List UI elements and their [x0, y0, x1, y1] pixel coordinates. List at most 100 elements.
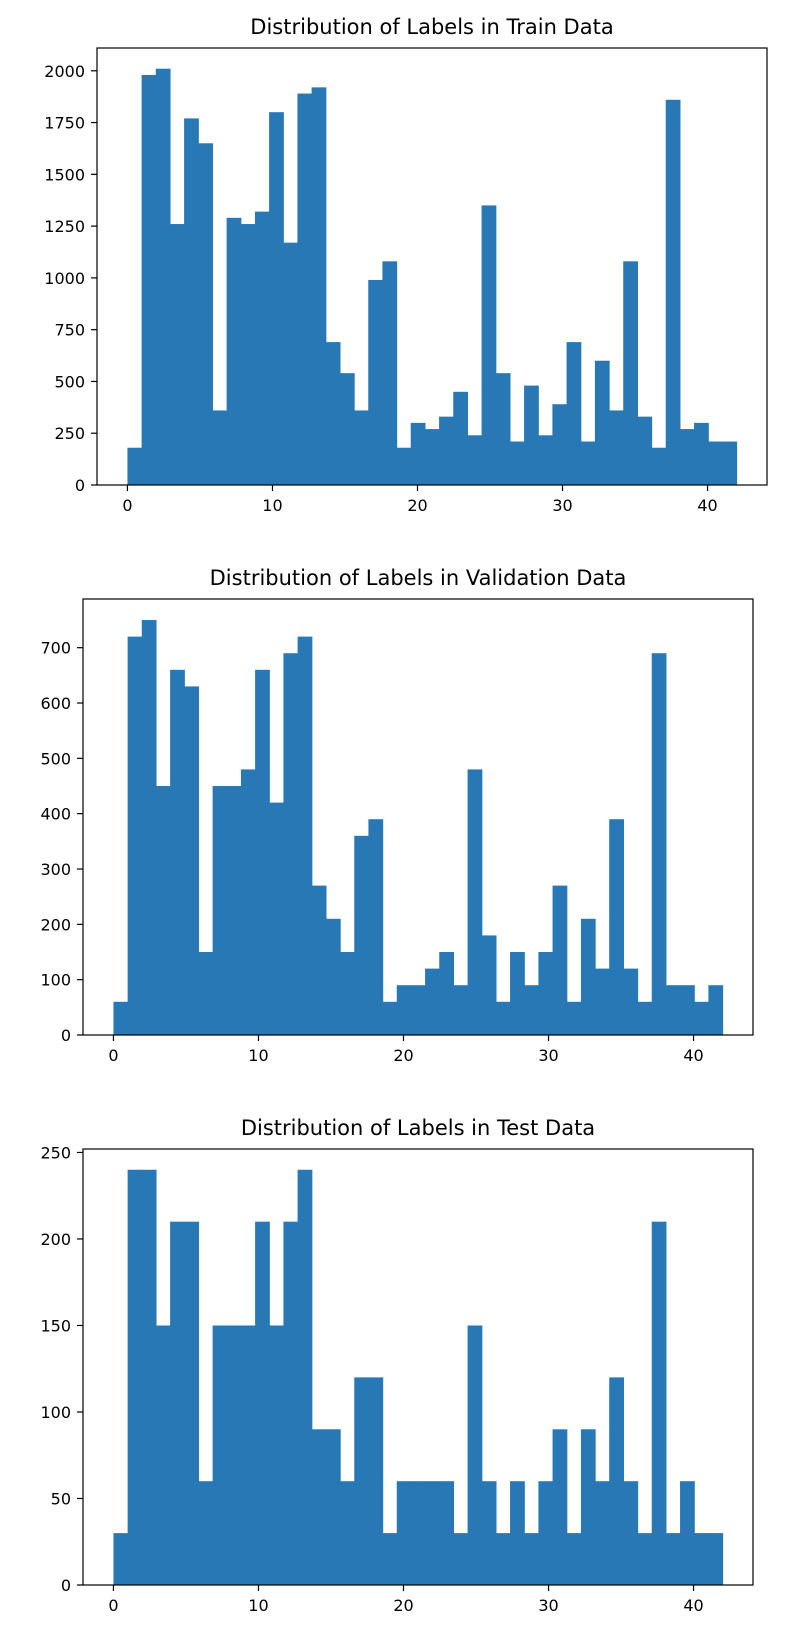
histogram-bar [453, 1533, 469, 1585]
histogram-bar [552, 885, 568, 1035]
histogram-bar [184, 1221, 200, 1585]
histogram-bar [623, 968, 639, 1035]
histogram-bar [510, 1481, 525, 1585]
y-tick-label: 200 [40, 915, 71, 934]
histogram-bar [240, 769, 256, 1035]
histogram-bar [354, 835, 370, 1035]
y-tick-label: 1500 [44, 165, 85, 184]
y-tick-label: 0 [61, 1576, 71, 1595]
histogram-bar [694, 1001, 709, 1035]
histogram-bar [694, 1533, 709, 1585]
histogram-bar [113, 1001, 129, 1035]
plot-frame [96, 47, 768, 486]
chart-panel-1: Distribution of Labels in Train Data 0 10 2… [44, 15, 768, 515]
histogram-bar [609, 1377, 624, 1585]
histogram-bar [170, 1221, 185, 1585]
y-tick-label: 600 [40, 694, 71, 713]
histogram-bar [637, 416, 653, 485]
y-tick-label: 2000 [44, 62, 85, 81]
histogram-bar [283, 653, 299, 1035]
chart-title: Distribution of Labels in Train Data [250, 15, 613, 39]
y-tick-label: 1000 [44, 269, 85, 288]
histogram-bar [538, 1481, 554, 1585]
histogram-bar [679, 429, 695, 485]
histogram-bar [453, 985, 469, 1035]
histogram-bar [410, 1481, 426, 1585]
histogram-bar [255, 669, 270, 1035]
histogram-bar [425, 968, 440, 1035]
histogram-bar [680, 985, 695, 1035]
x-tick-label: 10 [262, 496, 282, 515]
x-tick-label: 10 [248, 1596, 268, 1615]
y-tick-label: 100 [40, 971, 71, 990]
histogram-bar [226, 217, 242, 485]
histogram-bar [212, 1325, 228, 1585]
histogram-bar [637, 1001, 653, 1035]
x-tick-label: 40 [697, 496, 717, 515]
x-tick-label: 40 [683, 1046, 703, 1065]
histogram-bar [594, 360, 610, 485]
histogram-bar [651, 653, 667, 1035]
histogram-bar [198, 143, 214, 485]
histogram-bar [665, 985, 681, 1035]
histogram-bar [552, 404, 568, 485]
histogram-bar [552, 1429, 568, 1585]
histogram-bar [269, 802, 285, 1035]
histogram-bar [495, 1533, 511, 1585]
histogram-bar [495, 373, 511, 485]
x-tick-label: 20 [393, 1596, 413, 1615]
histogram-bar [297, 93, 313, 485]
histogram-bar [467, 435, 483, 485]
histogram-bar [595, 1481, 610, 1585]
histogram-bar [481, 935, 497, 1035]
histogram-bar [297, 636, 313, 1035]
histogram-bar [396, 1481, 412, 1585]
histogram-bar [141, 620, 157, 1035]
histogram-bar [510, 952, 525, 1035]
histogram-bar [226, 786, 242, 1035]
y-tick-label: 100 [40, 1403, 71, 1422]
histogram-bar [424, 429, 440, 485]
histogram-bar [184, 686, 200, 1035]
y-tick-label: 250 [54, 424, 85, 443]
histogram-bar [212, 410, 228, 485]
histogram-bar [495, 1001, 511, 1035]
histogram-bar [708, 441, 723, 485]
plot-frame [82, 1148, 754, 1586]
histogram-bar [637, 1533, 653, 1585]
histogram-bar [169, 224, 185, 486]
histogram-bar [311, 885, 327, 1035]
histogram-bar [439, 1481, 455, 1585]
y-tick-label: 0 [61, 1026, 71, 1045]
histogram-bar [141, 74, 157, 486]
y-tick-label: 1750 [44, 114, 85, 133]
histogram-bar [325, 1429, 341, 1585]
histogram-bar [113, 1533, 129, 1585]
x-tick-label: 40 [683, 1596, 703, 1615]
histogram-bar [396, 985, 412, 1035]
x-tick-label: 30 [538, 1046, 558, 1065]
histogram-bar [595, 968, 610, 1035]
histogram-bar [396, 447, 412, 485]
histogram-bar [580, 441, 596, 485]
y-tick-label: 150 [40, 1316, 71, 1335]
y-tick-label: 250 [40, 1143, 71, 1162]
histogram-bar [410, 422, 426, 485]
histogram-bar [467, 769, 483, 1035]
histogram-bar [382, 1001, 398, 1035]
histogram-bar [680, 1481, 695, 1585]
x-tick-label: 10 [248, 1046, 268, 1065]
histogram-bar [410, 985, 426, 1035]
histogram-bar [609, 819, 624, 1035]
x-tick-label: 30 [552, 496, 572, 515]
histogram-bar [255, 1221, 270, 1585]
histogram-bar [155, 1325, 171, 1585]
histogram-bar [382, 1533, 398, 1585]
histogram-bar [566, 342, 582, 485]
histogram-bar [325, 342, 341, 485]
histogram-bar [623, 261, 638, 485]
x-tick-label: 20 [407, 496, 427, 515]
histogram-bar [325, 918, 341, 1035]
histogram-bar [141, 1169, 157, 1585]
